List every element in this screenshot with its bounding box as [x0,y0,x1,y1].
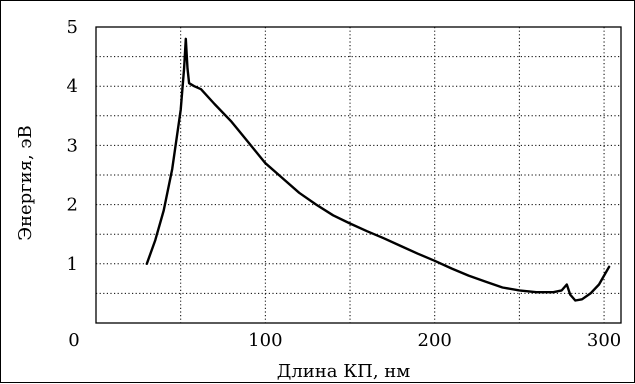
y-tick-label: 2 [67,195,78,216]
x-tick-label: 300 [587,330,621,351]
x-tick-label: 200 [418,330,452,351]
y-tick-label: 5 [67,17,78,38]
y-tick-label: 1 [67,254,78,275]
x-tick-label: 0 [68,330,79,351]
x-axis-label: Длина КП, нм [277,361,411,382]
y-axis-label: Энергия, эВ [15,125,36,240]
plot-area-frame [95,26,622,324]
y-tick-label: 4 [67,76,78,97]
series-line-0 [145,37,611,302]
y-tick-label: 3 [67,135,78,156]
x-tick-label: 100 [248,330,282,351]
